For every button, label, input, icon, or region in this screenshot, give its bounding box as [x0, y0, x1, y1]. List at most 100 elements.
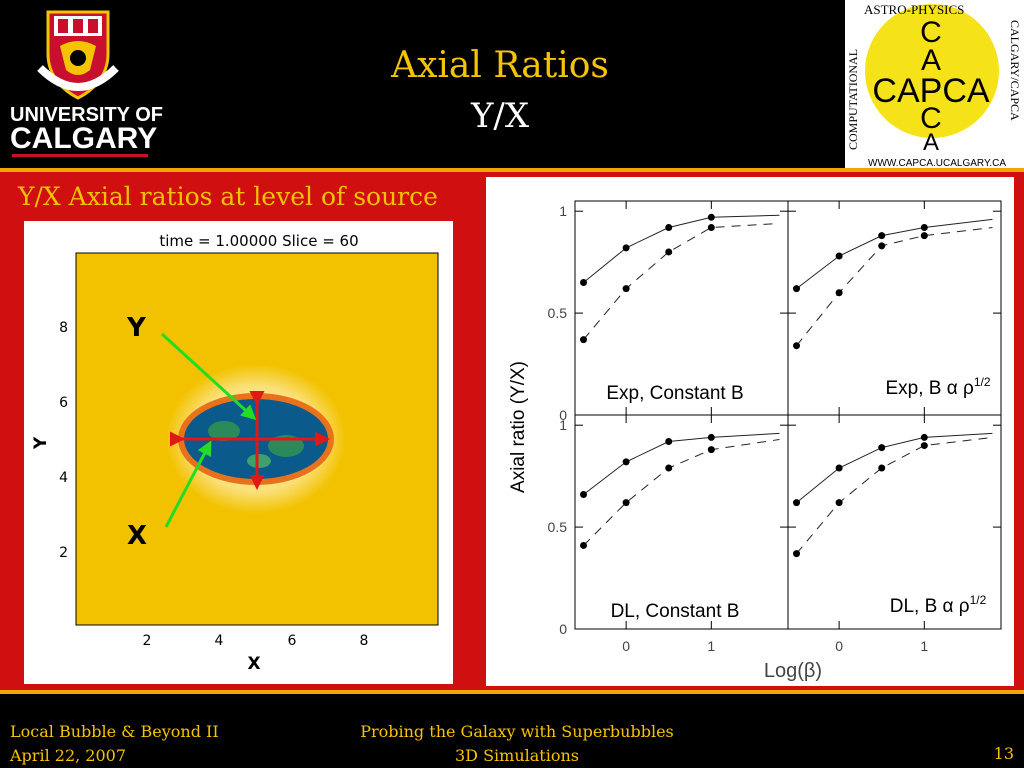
footer-talk-subtitle: 3D Simulations	[455, 746, 579, 765]
capca-letter-row: CAPCA	[872, 72, 989, 110]
chart-y-tick-label: 0	[559, 407, 567, 423]
capca-url: WWW.CAPCA.UCALGARY.CA	[868, 158, 1006, 169]
data-point	[665, 223, 673, 231]
university-underline	[12, 154, 148, 157]
capca-letter-2: A	[921, 44, 941, 77]
data-point	[665, 464, 673, 472]
series-line-dashed	[796, 436, 993, 554]
footer-conference: Local Bubble & Beyond II	[10, 722, 219, 741]
data-point	[835, 252, 843, 260]
data-point	[580, 279, 588, 287]
band-heading: Y/X Axial ratios at level of source	[18, 182, 438, 211]
university-name-line1: UNIVERSITY OF	[10, 104, 163, 126]
data-point	[878, 464, 886, 472]
chart-y-tick-label: 0	[559, 621, 567, 637]
data-point	[665, 437, 673, 445]
sim-x-tick: 6	[288, 633, 297, 649]
sim-y-tick: 6	[59, 395, 68, 411]
chart-x-axis-label: Log(β)	[764, 660, 822, 682]
data-point	[878, 242, 886, 250]
chart-y-tick-label: 1	[559, 417, 567, 433]
panel-label: DL, B α ρ1/2	[890, 593, 987, 617]
capca-logo-circle	[865, 4, 999, 138]
bubble-feature	[247, 454, 271, 468]
capca-left-text: COMPUTATIONAL	[846, 49, 860, 150]
simulation-slice-figure: time = 1.00000 Slice = 60 Y X 2 4 6 8 2 …	[24, 221, 453, 684]
sim-y-axis-label: Y	[31, 436, 51, 450]
slide-title: Axial Ratios	[391, 45, 609, 86]
data-point	[878, 444, 886, 452]
sim-x-tick: 8	[360, 633, 369, 649]
chart-y-tick-label: 0.5	[548, 305, 568, 321]
data-point	[707, 223, 715, 231]
data-point	[622, 244, 630, 252]
annotation-y: Y	[126, 313, 147, 343]
capca-top-text: ASTRO-PHYSICS	[864, 2, 964, 17]
university-crest-logo	[30, 6, 126, 102]
series-line-dashed	[583, 438, 780, 546]
capca-letter-4: A	[923, 129, 939, 156]
sim-x-axis-label: X	[247, 654, 260, 674]
chart-y-axis-label: Axial ratio (Y/X)	[508, 361, 529, 493]
band-top-rule	[0, 168, 1024, 172]
data-point	[835, 464, 843, 472]
data-point	[622, 499, 630, 507]
sim-x-tick: 2	[143, 633, 152, 649]
simulation-caption: time = 1.00000 Slice = 60	[159, 232, 358, 250]
page-number: 13	[993, 744, 1014, 763]
footer-date: April 22, 2007	[10, 746, 127, 765]
footer-talk-title: Probing the Galaxy with Superbubbles	[360, 722, 674, 741]
data-point	[793, 499, 801, 507]
data-point	[920, 433, 928, 441]
y-pointer-arrow	[160, 332, 257, 421]
data-point	[707, 213, 715, 221]
series-line-solid	[796, 432, 993, 504]
series-line-dashed	[796, 226, 993, 347]
sim-x-ticks: 2 4 6 8	[143, 633, 369, 649]
chart-y-tick-label: 0.5	[548, 519, 568, 535]
capca-right-text: CALGARY/CAPCA	[1008, 20, 1022, 121]
series-line-dashed	[583, 222, 780, 340]
capca-letter-3: C	[920, 102, 942, 135]
sim-x-tick: 4	[215, 633, 224, 649]
data-point	[707, 446, 715, 454]
data-point	[580, 336, 588, 344]
capca-letter-1: C	[920, 16, 942, 49]
band-bottom-rule	[0, 690, 1024, 694]
data-point	[580, 490, 588, 498]
sim-y-tick: 8	[59, 320, 68, 336]
data-point	[622, 458, 630, 466]
university-name-line2: CALGARY	[10, 122, 158, 155]
data-point	[665, 248, 673, 256]
series-line-solid	[583, 432, 780, 495]
panel-label: Exp, Constant B	[606, 383, 743, 404]
sim-y-tick: 4	[59, 470, 68, 486]
data-point	[793, 342, 801, 350]
data-point	[878, 232, 886, 240]
annotation-x: X	[127, 521, 147, 551]
data-point	[920, 223, 928, 231]
data-point	[835, 289, 843, 297]
chart-x-tick-label: 1	[920, 638, 928, 654]
sim-y-ticks: 2 4 6 8	[59, 320, 68, 561]
data-point	[920, 442, 928, 450]
data-point	[622, 285, 630, 293]
panel-label: Exp, B α ρ1/2	[885, 375, 990, 399]
panel-label: DL, Constant B	[611, 601, 740, 622]
slide-subtitle: Y/X	[470, 96, 530, 136]
chart-x-tick-label: 0	[622, 638, 630, 654]
x-pointer-arrow	[164, 440, 212, 528]
chart-y-tick-label: 1	[559, 203, 567, 219]
data-point	[920, 232, 928, 240]
axial-ratio-chart: Axial ratio (Y/X) Log(β) 0 0.5 1 Exp, Const…	[486, 177, 1014, 686]
data-point	[793, 285, 801, 293]
data-point	[793, 550, 801, 558]
chart-x-tick-label: 0	[835, 638, 843, 654]
capca-logo: ASTRO-PHYSICS COMPUTATIONAL CALGARY/CAPC…	[845, 0, 1024, 170]
sim-y-tick: 2	[59, 545, 68, 561]
data-point	[835, 499, 843, 507]
data-point	[580, 541, 588, 549]
chart-x-tick-label: 1	[707, 638, 715, 654]
series-line-solid	[796, 218, 993, 290]
